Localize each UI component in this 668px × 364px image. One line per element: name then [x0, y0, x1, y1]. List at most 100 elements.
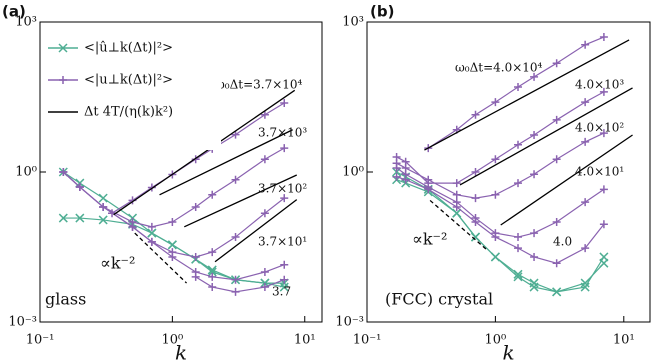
x-tick-label: 10⁻¹ [353, 333, 382, 348]
annotation: 3.7×10¹ [258, 235, 307, 249]
annotation: 3.7×10² [258, 182, 307, 196]
legend-label: <|u⊥k(Δt)|²> [84, 73, 173, 88]
marker [490, 252, 500, 262]
annotation: ω₀Δt=4.0×10⁴ [455, 61, 543, 75]
annotation: 3.7 [272, 285, 291, 299]
y-tick-label: 10³ [342, 15, 364, 30]
slope-line [429, 199, 489, 251]
marker [424, 175, 433, 184]
marker [552, 259, 561, 268]
curve [62, 171, 285, 284]
marker [280, 144, 289, 153]
marker [581, 40, 590, 49]
marker [552, 287, 562, 297]
panel-label: (b) [370, 3, 394, 21]
curve [214, 199, 298, 263]
marker [530, 170, 539, 179]
curve [396, 91, 605, 184]
marker [581, 198, 590, 207]
marker [491, 190, 500, 199]
slope-label: ∝k⁻² [100, 254, 135, 273]
marker [491, 233, 500, 242]
marker [471, 168, 480, 176]
marker [514, 83, 523, 92]
marker [581, 137, 590, 146]
marker [530, 130, 539, 139]
marker [147, 228, 157, 238]
marker [552, 218, 561, 226]
marker [59, 168, 68, 176]
annotation: ω₀Δt=3.7×10⁴ [215, 78, 303, 92]
x-tick-label: 10¹ [294, 333, 316, 348]
marker [599, 258, 609, 268]
legend-box [43, 30, 221, 150]
marker [147, 237, 156, 246]
y-tick-label: 10⁻³ [8, 315, 37, 330]
legend-label: Δt 4T/(η(k)k²) [84, 105, 173, 120]
marker [471, 110, 480, 119]
marker [599, 129, 608, 138]
marker [168, 218, 177, 226]
marker [491, 98, 500, 107]
marker [75, 183, 84, 192]
marker [128, 222, 137, 231]
legend-marker [58, 43, 68, 53]
y-tick-label: 10⁰ [15, 165, 37, 180]
marker [552, 155, 561, 164]
panel-label: (a) [2, 3, 26, 21]
marker [191, 202, 200, 211]
marker [191, 155, 200, 164]
corner-label: glass [45, 290, 86, 309]
marker [581, 244, 590, 253]
marker [599, 87, 608, 96]
marker [207, 267, 217, 277]
slope-line [134, 232, 188, 284]
marker [98, 193, 108, 203]
marker [191, 252, 200, 261]
annotation: 4.0×10¹ [575, 165, 624, 179]
marker [530, 229, 539, 238]
marker [191, 272, 200, 281]
marker [514, 233, 523, 242]
marker [280, 194, 289, 203]
curve [113, 89, 296, 216]
marker [530, 252, 539, 261]
marker [260, 110, 269, 119]
marker [514, 244, 523, 253]
annotation: 4.0×10³ [575, 78, 624, 92]
marker [530, 72, 539, 81]
annotation: 3.7×10³ [258, 126, 307, 140]
x-tick-label: 10¹ [613, 333, 635, 348]
marker [599, 33, 608, 42]
marker [280, 260, 289, 269]
marker [513, 269, 523, 279]
marker [280, 275, 289, 284]
marker [514, 179, 523, 188]
y-tick-label: 10⁻³ [335, 315, 364, 330]
marker [401, 175, 410, 184]
marker [260, 268, 269, 276]
curve [459, 87, 633, 186]
curve [159, 129, 293, 196]
marker [147, 183, 156, 192]
marker [208, 283, 217, 292]
marker [452, 208, 462, 218]
marker [514, 140, 523, 149]
marker [392, 172, 401, 181]
marker [75, 213, 85, 223]
marker [147, 222, 156, 231]
marker [552, 59, 561, 68]
marker [231, 275, 240, 284]
curve [184, 174, 298, 228]
corner-label: (FCC) crystal [385, 290, 493, 309]
curve [500, 134, 633, 226]
marker [231, 233, 240, 242]
marker [491, 155, 500, 164]
marker [552, 115, 561, 124]
marker [99, 202, 108, 211]
marker [529, 278, 539, 288]
x-tick-label: 10⁰ [485, 333, 507, 348]
annotation: 4.0 [553, 235, 572, 249]
marker [208, 190, 217, 199]
marker [599, 220, 608, 229]
